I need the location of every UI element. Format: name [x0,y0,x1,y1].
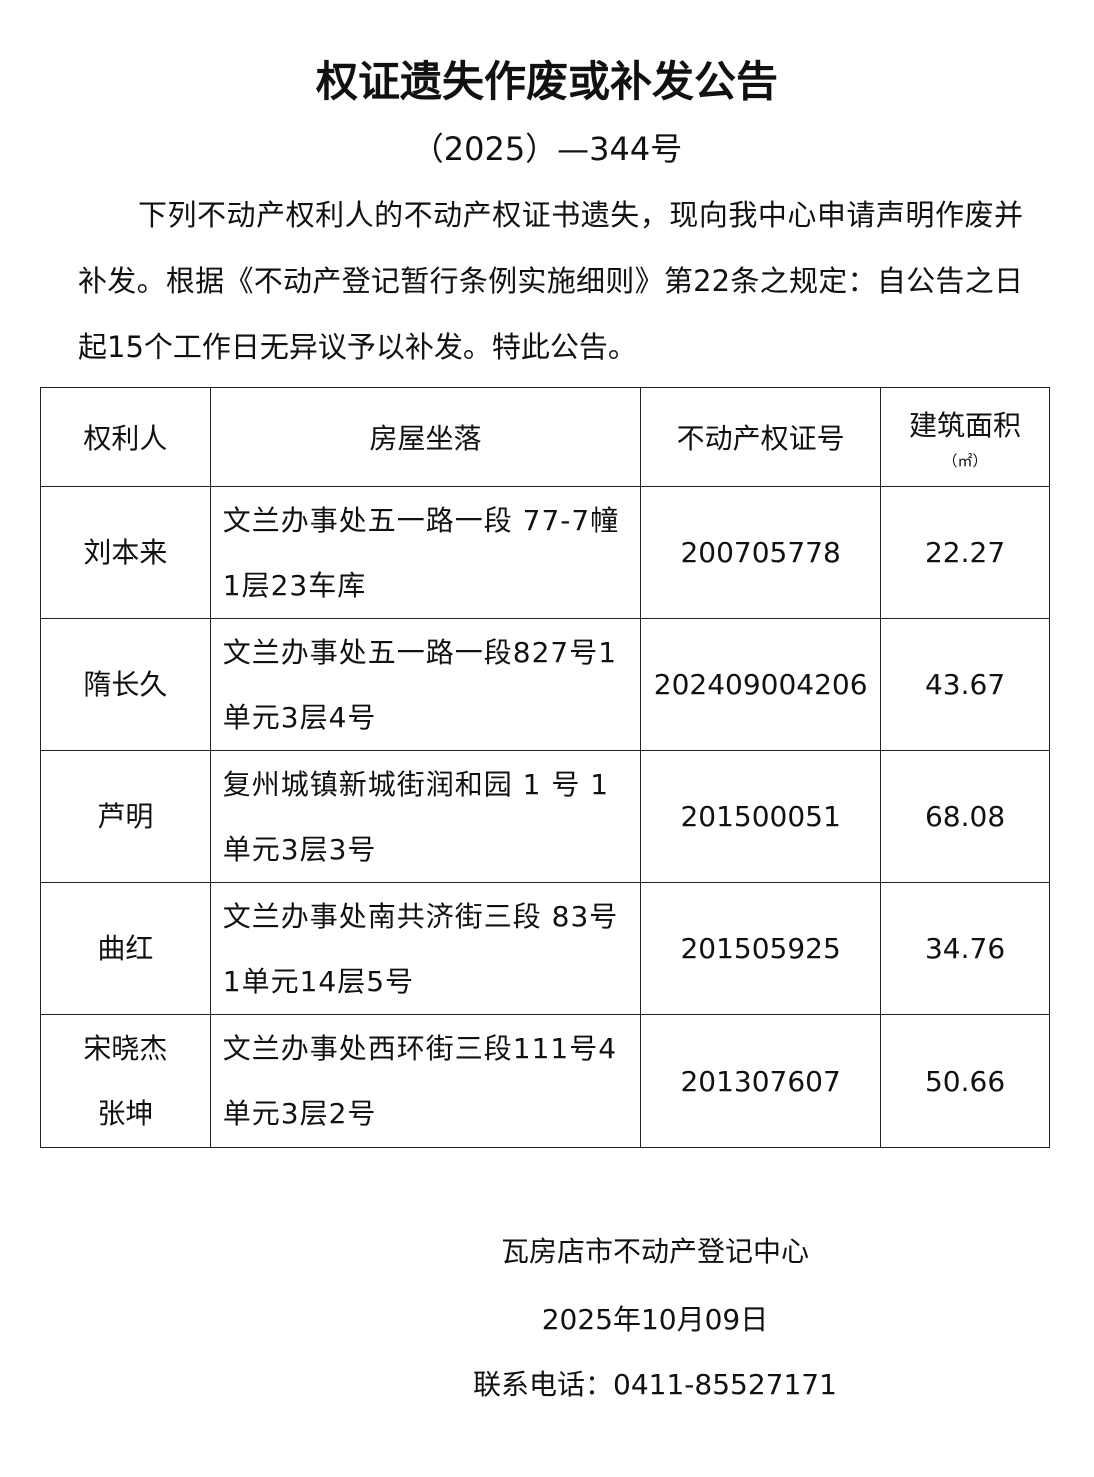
address-cell: 文兰办事处西环街三段111号4单元3层2号 [209,1014,642,1148]
table-row: 芦明 复州城镇新城街润和园 1 号 1单元3层3号 201500051 68.08 [40,750,1050,883]
header-cert: 不动产权证号 [640,387,882,487]
address-cell: 文兰办事处五一路一段 77-7幢1层23车库 [209,486,642,619]
footer-phone: 联系电话：0411-85527171 [473,1368,837,1401]
owner-cell: 宋晓杰 张坤 [40,1014,211,1148]
owner-cell: 隋长久 [40,618,211,751]
owner-cell: 曲红 [40,882,211,1015]
footer-org: 瓦房店市不动产登记中心 [500,1235,809,1268]
address-cell: 文兰办事处南共济街三段 83号1单元14层5号 [209,882,642,1015]
owner-cell: 芦明 [40,750,211,883]
notice-title: 权证遗失作废或补发公告 [315,57,778,106]
header-owner: 权利人 [40,387,211,487]
area-cell: 50.66 [880,1014,1050,1148]
footer-date: 2025年10月09日 [541,1303,769,1336]
notice-number: （2025）—344号 [411,130,683,168]
table-row: 刘本来 文兰办事处五一路一段 77-7幢1层23车库 200705778 22.27 [40,486,1050,619]
area-cell: 22.27 [880,486,1050,619]
table-row: 隋长久 文兰办事处五一路一段827号1单元3层4号 202409004206 43.6… [40,618,1050,751]
cert-number-cell: 200705778 [640,486,882,619]
certificate-table: 权利人 房屋坐落 不动产权证号 建筑面积 （㎡） 刘本来 文兰办事处五一路一段 77… [40,387,1050,1148]
address-cell: 复州城镇新城街润和园 1 号 1单元3层3号 [209,750,642,883]
notice-body: 下列不动产权利人的不动产权证书遗失，现向我中心申请声明作废并补发。根据《不动产登… [78,198,1023,364]
cert-number-cell: 201307607 [640,1014,882,1148]
table-row: 曲红 文兰办事处南共济街三段 83号1单元14层5号 201505925 34.76 [40,882,1050,1015]
cert-number-cell: 202409004206 [640,618,882,751]
area-cell: 68.08 [880,750,1050,883]
owner-cell: 刘本来 [40,486,211,619]
table-header: 权利人 房屋坐落 不动产权证号 建筑面积 （㎡） [40,387,1050,487]
area-cell: 43.67 [880,618,1050,751]
table-row: 宋晓杰 张坤 文兰办事处西环街三段111号4单元3层2号 201307607 50.6… [40,1014,1050,1148]
area-unit: （㎡） [942,451,988,470]
header-area: 建筑面积 （㎡） [880,387,1050,487]
cert-number-cell: 201500051 [640,750,882,883]
header-area-label: 建筑面积 [909,408,1022,442]
area-cell: 34.76 [880,882,1050,1015]
header-address: 房屋坐落 [209,387,642,487]
cert-number-cell: 201505925 [640,882,882,1015]
address-cell: 文兰办事处五一路一段827号1单元3层4号 [209,618,642,751]
